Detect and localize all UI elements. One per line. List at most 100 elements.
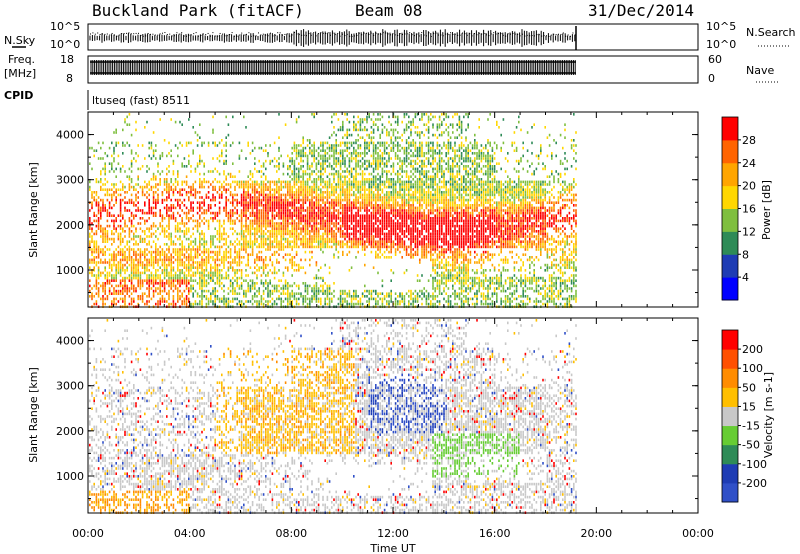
heatmap-cell xyxy=(267,224,269,228)
heatmap-cell xyxy=(269,144,271,147)
heatmap-cell xyxy=(133,237,135,241)
heatmap-cell xyxy=(267,214,269,217)
heatmap-cell xyxy=(159,266,161,269)
heatmap-cell xyxy=(128,198,131,202)
heatmap-cell xyxy=(144,271,146,275)
heatmap-cell xyxy=(152,172,155,176)
heatmap-cell xyxy=(240,245,243,249)
heatmap-cell xyxy=(179,250,181,254)
heatmap-cell xyxy=(251,172,254,176)
heatmap-cell xyxy=(357,196,359,199)
heatmap-cell xyxy=(344,224,346,228)
heatmap-cell xyxy=(355,185,357,189)
heatmap-cell xyxy=(256,240,258,243)
heatmap-cell xyxy=(254,162,256,165)
heatmap-cell xyxy=(361,183,364,186)
heatmap-cell xyxy=(192,232,194,236)
heatmap-cell xyxy=(205,211,208,215)
noise-search-dot xyxy=(310,34,312,36)
heatmap-cell xyxy=(168,183,170,186)
heatmap-cell xyxy=(130,152,133,155)
heatmap-cell xyxy=(221,256,223,259)
heatmap-cell xyxy=(256,206,258,210)
heatmap-cell xyxy=(295,198,298,202)
heatmap-cell xyxy=(144,201,146,204)
heatmap-cell xyxy=(124,235,126,238)
heatmap-cell xyxy=(324,214,326,217)
heatmap-cell xyxy=(287,183,289,186)
heatmap-cell xyxy=(258,201,260,204)
heatmap-cell xyxy=(108,224,111,228)
heatmap-cell xyxy=(214,258,216,262)
heatmap-cell xyxy=(93,245,95,249)
heatmap-cell xyxy=(267,292,269,295)
heatmap-cell xyxy=(295,235,298,238)
heatmap-cell xyxy=(212,193,214,197)
heatmap-cell xyxy=(212,235,214,238)
heatmap-cell xyxy=(168,224,170,228)
heatmap-cell xyxy=(359,165,362,168)
heatmap-cell xyxy=(306,188,309,191)
heatmap-cell xyxy=(324,243,326,246)
heatmap-cell xyxy=(328,266,331,269)
heatmap-cell xyxy=(196,253,199,256)
heatmap-cell xyxy=(361,165,364,168)
heatmap-cell xyxy=(152,214,155,217)
heatmap-cell xyxy=(218,211,221,215)
heatmap-cell xyxy=(350,237,353,241)
heatmap-cell xyxy=(207,274,210,277)
heatmap-cell xyxy=(102,141,104,145)
heatmap-cell xyxy=(152,282,155,285)
heatmap-cell xyxy=(287,240,289,243)
heatmap-cell xyxy=(207,209,210,212)
heatmap-cell xyxy=(346,245,348,249)
heatmap-cell xyxy=(346,193,348,197)
heatmap-cell xyxy=(304,198,307,202)
heatmap-cell xyxy=(260,266,263,269)
heatmap-cell xyxy=(313,185,315,189)
heatmap-cell xyxy=(190,235,192,238)
heatmap-cell xyxy=(328,183,331,186)
heatmap-cell xyxy=(348,302,351,306)
noise-search-dot xyxy=(255,35,257,37)
heatmap-cell xyxy=(247,180,249,184)
heatmap-cell xyxy=(159,224,161,228)
noise-search-dot xyxy=(286,33,288,35)
heatmap-cell xyxy=(262,149,265,152)
heatmap-cell xyxy=(280,230,282,233)
heatmap-cell xyxy=(295,297,298,301)
noise-search-dot xyxy=(121,33,123,35)
heatmap-cell xyxy=(166,274,168,277)
heatmap-cell xyxy=(320,237,322,241)
heatmap-cell xyxy=(223,172,225,176)
heatmap-cell xyxy=(311,287,313,290)
heatmap-cell xyxy=(276,237,278,241)
heatmap-cell xyxy=(315,149,318,152)
heatmap-cell xyxy=(313,297,315,301)
heatmap-cell xyxy=(97,289,100,293)
heatmap-cell xyxy=(304,227,307,230)
heatmap-cell xyxy=(269,258,271,262)
heatmap-cell xyxy=(188,196,190,199)
heatmap-cell xyxy=(309,188,311,191)
heatmap-cell xyxy=(335,133,337,137)
heatmap-cell xyxy=(97,261,100,264)
heatmap-cell xyxy=(273,193,276,197)
heatmap-cell xyxy=(183,279,186,282)
heatmap-cell xyxy=(355,193,357,197)
heatmap-cell xyxy=(317,300,320,303)
heatmap-cell xyxy=(183,165,186,168)
noise-search-dot xyxy=(308,32,310,34)
noise-right-tick-bottom: 10^0 xyxy=(706,38,736,51)
heatmap-cell xyxy=(302,282,304,285)
heatmap-cell xyxy=(328,165,331,168)
heatmap-cell xyxy=(245,206,247,210)
heatmap-cell xyxy=(168,235,170,238)
heatmap-cell xyxy=(353,191,355,194)
heatmap-cell xyxy=(304,209,307,212)
heatmap-cell xyxy=(102,282,104,285)
heatmap-cell xyxy=(331,292,333,295)
heatmap-cell xyxy=(339,224,342,228)
heatmap-cell xyxy=(192,209,194,212)
heatmap-cell xyxy=(201,287,203,290)
